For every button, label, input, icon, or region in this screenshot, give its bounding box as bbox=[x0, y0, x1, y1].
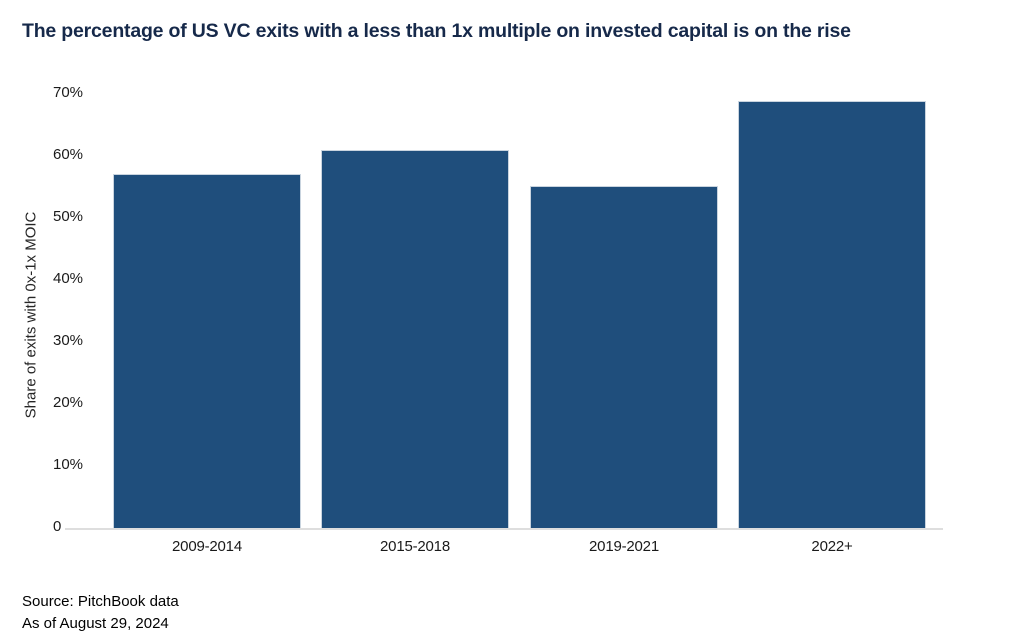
as-of-note: As of August 29, 2024 bbox=[22, 615, 169, 632]
x-category-label: 2019-2021 bbox=[589, 538, 659, 555]
bar-2019-2021 bbox=[530, 186, 718, 529]
y-axis-title: Share of exits with 0x-1x MOIC bbox=[22, 211, 40, 419]
y-tick-label: 10% bbox=[53, 456, 84, 473]
x-category-label: 2015-2018 bbox=[380, 538, 450, 555]
bar-2009-2014 bbox=[113, 174, 301, 529]
y-tick-label: 20% bbox=[53, 394, 84, 411]
y-tick-label: 0 bbox=[53, 518, 62, 535]
chart-footer: Source: PitchBook data As of August 29, … bbox=[22, 591, 179, 635]
bar-2015-2018 bbox=[321, 150, 509, 529]
y-tick-label: 40% bbox=[53, 270, 84, 287]
y-tick-label: 30% bbox=[53, 332, 84, 349]
bar-2022+ bbox=[738, 101, 926, 529]
y-tick-label: 70% bbox=[53, 84, 84, 101]
chart-title: The percentage of US VC exits with a les… bbox=[22, 20, 851, 42]
y-tick-label: 50% bbox=[53, 208, 84, 225]
source-note: Source: PitchBook data bbox=[22, 593, 179, 610]
x-category-label: 2009-2014 bbox=[172, 538, 242, 555]
x-category-label: 2022+ bbox=[811, 538, 853, 555]
y-tick-label: 60% bbox=[53, 146, 84, 163]
x-axis-line bbox=[65, 528, 943, 530]
